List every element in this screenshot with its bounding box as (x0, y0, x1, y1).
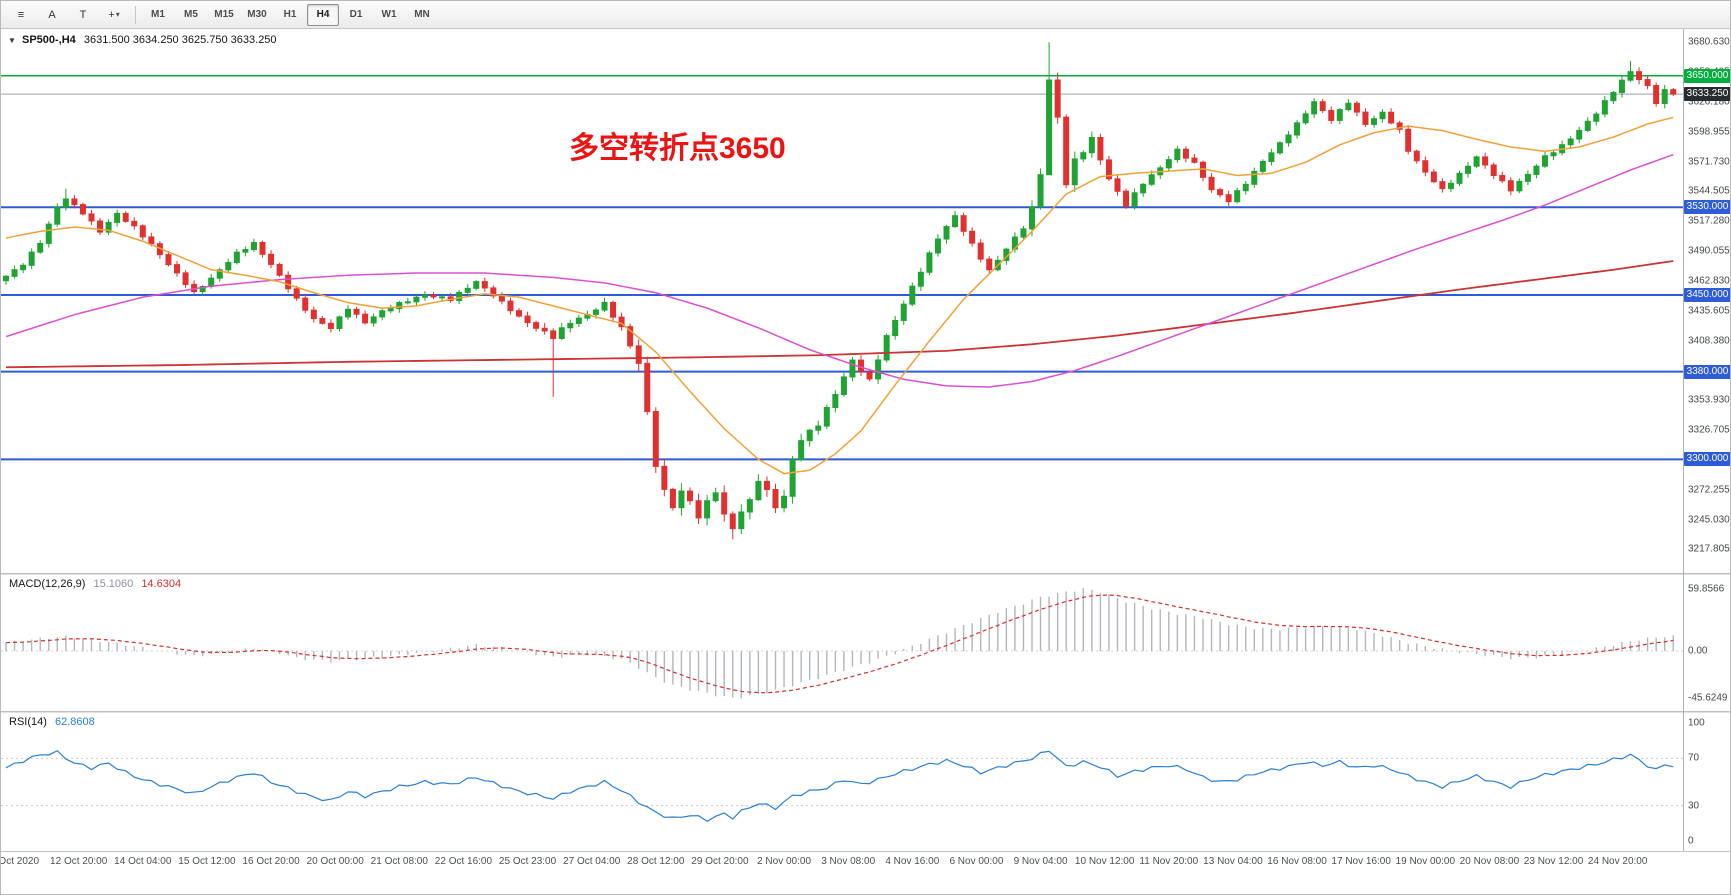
rsi-value: 62.8608 (54, 716, 95, 728)
price-axis-tick: 3490.055 (1688, 245, 1730, 257)
time-axis-label: 27 Oct 04:00 (563, 856, 621, 867)
level-price-label[interactable]: 3450.000 (1684, 287, 1730, 302)
candlesticks (3, 42, 1677, 540)
price-axis-border (1683, 29, 1684, 851)
chart-collapse-icon[interactable]: ▼ (8, 36, 16, 45)
time-axis-label: 20 Oct 00:00 (306, 856, 364, 867)
text-tool-button[interactable]: T (79, 8, 87, 21)
time-axis-label: 23 Nov 12:00 (1523, 856, 1584, 867)
time-axis[interactable]: 8 Oct 2020 12 Oct 20:00 14 Oct 04:00 15 Oct… (1, 851, 1730, 873)
time-axis-label: 8 Oct 2020 (1, 856, 40, 867)
rsi-name: RSI(14) (9, 716, 47, 728)
price-axis-tick: 3680.630 (1688, 36, 1730, 48)
time-axis-label: 11 Nov 20:00 (1139, 856, 1199, 867)
price-axis-tick: 3517.280 (1688, 215, 1730, 227)
timeframe-button-h1[interactable]: H1 (283, 9, 297, 20)
macd-axis-tick: 59.8566 (1688, 583, 1725, 595)
chart-windows-icon[interactable]: ≡ (17, 8, 25, 21)
time-axis-label: 9 Nov 04:00 (1013, 856, 1068, 867)
price-axis-tick: 3462.830 (1688, 275, 1730, 287)
ohlc-values: 3631.500 3634.250 3625.750 3633.250 (83, 34, 277, 46)
level-price-label[interactable]: 3530.000 (1684, 200, 1730, 215)
toolbar-separator (135, 5, 136, 24)
time-axis-label: 15 Oct 12:00 (178, 856, 236, 867)
time-axis-label: 2 Nov 00:00 (757, 856, 812, 867)
rsi-axis-tick: 30 (1688, 800, 1700, 812)
timeframe-button-m5[interactable]: M5 (184, 9, 198, 20)
macd-signal-line (5, 594, 1674, 694)
time-axis-label: 21 Oct 08:00 (370, 856, 428, 867)
price-axis-tick: 3435.605 (1688, 305, 1730, 317)
horizontal-levels (1, 74, 1683, 461)
time-axis-label: 6 Nov 00:00 (949, 856, 1004, 867)
timeframe-button-m1[interactable]: M1 (151, 9, 165, 20)
crosshair-tool-button[interactable]: + ▾ (108, 8, 120, 21)
price-axis-tick: 3353.930 (1688, 394, 1730, 406)
level-price-label[interactable]: 3300.000 (1684, 452, 1730, 467)
current-price-label: 3633.250 (1684, 87, 1730, 102)
time-axis-label: 20 Nov 08:00 (1459, 856, 1520, 867)
timeframe-button-h4[interactable]: H4 (307, 3, 339, 26)
chart-ohlc-header: ▼ SP500-,H4 3631.500 3634.250 3625.750 3… (8, 34, 277, 46)
time-axis-label: 28 Oct 12:00 (627, 856, 685, 867)
price-axis-tick: 3571.730 (1688, 156, 1730, 168)
time-axis-label: 3 Nov 08:00 (821, 856, 876, 867)
time-axis-label: 14 Oct 04:00 (114, 856, 172, 867)
price-axis-tick: 3544.505 (1688, 185, 1730, 197)
time-axis-label: 4 Nov 16:00 (885, 856, 940, 867)
price-axis-tick: 3272.255 (1688, 484, 1730, 496)
pane-splitter[interactable] (1, 573, 1730, 575)
pane-splitter[interactable] (1, 711, 1730, 713)
price-axis-tick: 3408.380 (1688, 335, 1730, 347)
price-axis-tick: 3626.180 (1688, 96, 1730, 108)
timeframe-button-m30[interactable]: M30 (247, 9, 267, 20)
main-price-chart[interactable] (1, 29, 1731, 573)
time-axis-label: 13 Nov 04:00 (1203, 856, 1263, 867)
time-axis-label: 10 Nov 12:00 (1074, 856, 1135, 867)
timeframe-button-mn[interactable]: MN (414, 9, 430, 20)
macd-signal-value: 14.6304 (141, 578, 182, 590)
rsi-axis-tick: 0 (1688, 835, 1694, 847)
time-axis-label: 22 Oct 16:00 (434, 856, 493, 867)
dropdown-caret-icon: ▾ (115, 10, 120, 19)
timeframe-button-m15[interactable]: M15 (214, 9, 234, 20)
rsi-panel[interactable] (1, 713, 1731, 851)
time-axis-label: 29 Oct 20:00 (691, 856, 749, 867)
rsi-axis-tick: 70 (1688, 752, 1700, 764)
time-axis-label: 24 Nov 20:00 (1587, 856, 1648, 867)
macd-axis-tick: -45.6249 (1688, 692, 1728, 704)
time-axis-label: 19 Nov 00:00 (1395, 856, 1456, 867)
rsi-label: RSI(14) 62.8608 (9, 716, 95, 728)
macd-label: MACD(12,26,9) 15.1060 14.6304 (9, 578, 181, 590)
level-price-label[interactable]: 3380.000 (1684, 364, 1730, 379)
rsi-line (5, 750, 1674, 823)
macd-histogram (5, 588, 1674, 699)
chart-toolbar: ≡ A T + ▾ M1 M5 M15 M30 H1 H4 D1 W1 MN (1, 1, 1730, 29)
macd-value: 15.1060 (93, 578, 134, 590)
time-axis-label: 16 Oct 20:00 (242, 856, 300, 867)
symbol-label: SP500-,H4 (21, 34, 76, 46)
level-price-label[interactable]: 3650.000 (1684, 68, 1730, 83)
annotate-a-button[interactable]: A (48, 8, 56, 21)
macd-name: MACD(12,26,9) (9, 578, 86, 590)
time-axis-label: 25 Oct 23:00 (498, 856, 557, 867)
time-axis-label: 16 Nov 08:00 (1267, 856, 1327, 867)
price-axis-tick: 3326.705 (1688, 424, 1730, 436)
time-axis-label: 12 Oct 20:00 (50, 856, 108, 867)
price-axis-tick: 3217.805 (1688, 543, 1730, 555)
rsi-axis-tick: 100 (1688, 717, 1705, 729)
price-axis-tick: 3245.030 (1688, 514, 1730, 526)
timeframe-button-d1[interactable]: D1 (349, 9, 363, 20)
time-axis-label: 17 Nov 16:00 (1331, 856, 1391, 867)
price-axis-tick: 3598.955 (1688, 126, 1730, 138)
macd-panel[interactable] (1, 575, 1731, 711)
timeframe-button-w1[interactable]: W1 (381, 9, 397, 20)
macd-axis-tick: 0.00 (1688, 645, 1708, 657)
chart-text-annotation[interactable]: 多空转折点3650 (569, 132, 786, 165)
